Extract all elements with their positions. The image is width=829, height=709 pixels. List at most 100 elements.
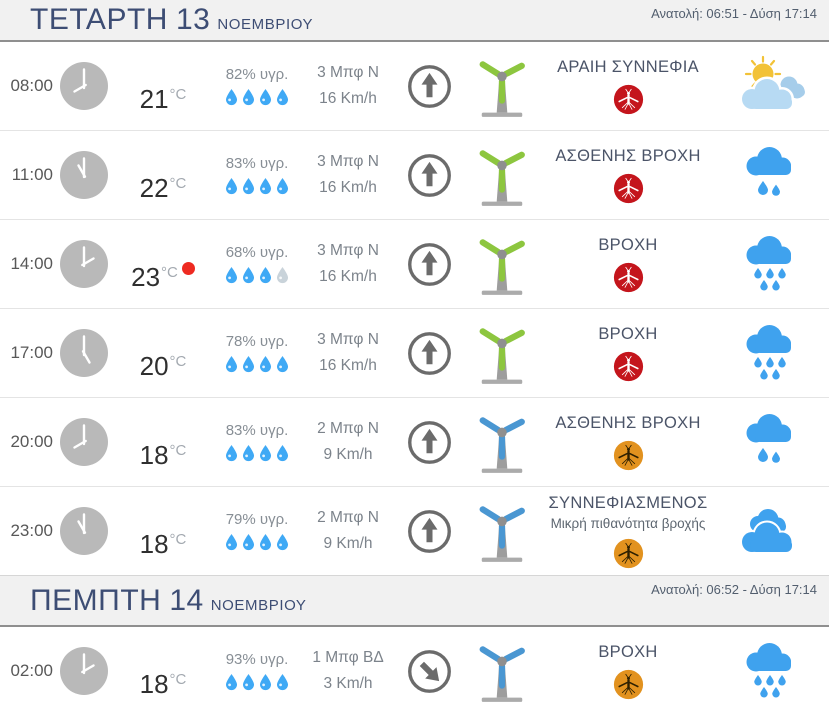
forecast-row: 23:00 18 °C 79% υγρ. 2 Μπφ N 9 Km/h ΣΥΝΝΕΦ… bbox=[0, 486, 829, 575]
wind-direction-icon bbox=[407, 153, 451, 197]
clock-icon bbox=[60, 62, 108, 110]
temperature-unit: °C bbox=[169, 353, 187, 370]
wind-turbine-icon bbox=[479, 417, 525, 473]
temperature-unit: °C bbox=[169, 442, 187, 459]
wind-label: 1 Μπφ ΒΔ 3 Km/h bbox=[298, 645, 398, 698]
wind-direction-icon bbox=[407, 649, 451, 693]
mosquito-icon bbox=[613, 173, 643, 203]
day-title: ΤΕΤΑΡΤΗ 13 ΝΟΕΜΒΡΙΟΥ bbox=[30, 3, 313, 37]
weather-icon bbox=[746, 236, 791, 291]
sunrise-sunset-label: Ανατολή: 06:52 - Δύση 17:14 bbox=[651, 582, 817, 597]
time-label: 08:00 bbox=[10, 76, 53, 95]
weather-icon bbox=[731, 54, 811, 118]
weather-description: ΑΡΑΙΗ ΣΥΝΝΕΦΙΑ bbox=[557, 57, 699, 76]
weather-icon bbox=[746, 414, 791, 463]
mosquito-icon bbox=[613, 351, 643, 381]
forecast-row: 20:00 18 °C 83% υγρ. 2 Μπφ N 9 Km/h ΑΣΘΕΝΗ… bbox=[0, 397, 829, 486]
wind-force: 2 Μπφ N bbox=[317, 508, 379, 526]
wind-force: 3 Μπφ N bbox=[317, 63, 379, 81]
wind-force: 2 Μπφ N bbox=[317, 419, 379, 437]
day-name: ΤΕΤΑΡΤΗ bbox=[30, 3, 168, 36]
clock-icon bbox=[60, 151, 108, 199]
wind-turbine-icon bbox=[479, 239, 525, 295]
clock-icon bbox=[60, 507, 108, 555]
wind-turbine-icon bbox=[479, 150, 525, 206]
humidity-label: 93% υγρ. bbox=[225, 651, 289, 668]
forecast-row: 14:00 23 °C 68% υγρ. 3 Μπφ N 16 Km/h ΒΡΟΧΗ bbox=[0, 219, 829, 308]
wind-force: 3 Μπφ N bbox=[317, 330, 379, 348]
day-number: 13 bbox=[175, 3, 211, 36]
weather-icon bbox=[739, 507, 794, 554]
wind-speed: 16 Km/h bbox=[319, 179, 377, 196]
time-label: 23:00 bbox=[10, 521, 53, 540]
weather-description: ΑΣΘΕΝΗΣ ΒΡΟΧΗ bbox=[555, 146, 701, 165]
humidity-drops-icon bbox=[224, 444, 290, 462]
temperature-unit: °C bbox=[169, 531, 187, 548]
wind-turbine-icon bbox=[479, 328, 525, 384]
clock-icon bbox=[60, 647, 108, 695]
wind-force: 1 Μπφ ΒΔ bbox=[312, 648, 384, 666]
day-name: ΠΕΜΠΤΗ bbox=[30, 583, 162, 617]
wind-turbine-icon bbox=[479, 506, 525, 562]
humidity-label: 68% υγρ. bbox=[225, 244, 289, 261]
forecast-row: 08:00 21 °C 82% υγρ. 3 Μπφ N 16 Km/h ΑΡΑΙΗ… bbox=[0, 42, 829, 130]
weather-icon bbox=[746, 147, 791, 196]
humidity-drops-icon bbox=[224, 177, 290, 195]
day-title: ΠΕΜΠΤΗ 14 ΝΟΕΜΒΡΙΟΥ bbox=[30, 584, 306, 618]
weather-description: ΒΡΟΧΗ bbox=[598, 235, 658, 254]
humidity-label: 83% υγρ. bbox=[225, 422, 289, 439]
temperature-unit: °C bbox=[169, 86, 187, 103]
temperature-value: 20 bbox=[139, 351, 169, 381]
sunrise-sunset-label: Ανατολή: 06:51 - Δύση 17:14 bbox=[651, 6, 817, 21]
temperature-unit: °C bbox=[161, 264, 178, 281]
max-temp-dot bbox=[181, 262, 195, 275]
time-label: 20:00 bbox=[10, 432, 53, 451]
wind-turbine-icon bbox=[479, 61, 525, 117]
weather-icon bbox=[746, 643, 791, 698]
weather-description: ΒΡΟΧΗ bbox=[598, 324, 658, 343]
humidity-label: 82% υγρ. bbox=[225, 66, 289, 83]
weather-icon bbox=[746, 325, 791, 380]
wind-label: 2 Μπφ N 9 Km/h bbox=[298, 505, 398, 558]
clock-icon bbox=[60, 418, 108, 466]
temperature-value: 18 bbox=[139, 669, 169, 699]
mosquito-icon bbox=[613, 538, 643, 568]
temperature-value: 21 bbox=[139, 84, 169, 114]
wind-direction-icon bbox=[407, 64, 451, 108]
day-month: ΝΟΕΜΒΡΙΟΥ bbox=[217, 16, 314, 33]
humidity-label: 79% υγρ. bbox=[225, 511, 289, 528]
mosquito-icon bbox=[613, 440, 643, 470]
humidity-label: 78% υγρ. bbox=[225, 333, 289, 350]
humidity-drops-icon bbox=[224, 533, 290, 551]
temperature-unit: °C bbox=[169, 671, 187, 688]
day-header: ΠΕΜΠΤΗ 14 ΝΟΕΜΒΡΙΟΥ Ανατολή: 06:52 - Δύσ… bbox=[0, 575, 829, 627]
forecast-row: 02:00 18 °C 93% υγρ. 1 Μπφ ΒΔ 3 Km/h ΒΡΟΧΗ bbox=[0, 627, 829, 709]
time-label: 17:00 bbox=[10, 343, 53, 362]
wind-speed: 16 Km/h bbox=[319, 357, 377, 374]
temperature-value: 22 bbox=[139, 173, 169, 203]
wind-label: 2 Μπφ N 9 Km/h bbox=[298, 416, 398, 469]
weather-description: ΒΡΟΧΗ bbox=[598, 642, 658, 661]
wind-force: 3 Μπφ N bbox=[317, 241, 379, 259]
wind-speed: 9 Km/h bbox=[323, 535, 373, 552]
wind-speed: 3 Km/h bbox=[323, 675, 373, 692]
wind-direction-icon bbox=[407, 509, 451, 553]
forecast-row: 17:00 20 °C 78% υγρ. 3 Μπφ N 16 Km/h ΒΡΟΧΗ bbox=[0, 308, 829, 397]
weather-description: ΣΥΝΝΕΦΙΑΣΜΕΝΟΣ bbox=[548, 493, 708, 512]
humidity-drops-icon bbox=[224, 266, 290, 284]
wind-direction-icon bbox=[407, 420, 451, 464]
humidity-drops-icon bbox=[224, 673, 290, 691]
wind-label: 3 Μπφ N 16 Km/h bbox=[298, 149, 398, 202]
temperature-value: 23 bbox=[131, 262, 161, 292]
humidity-label: 83% υγρ. bbox=[225, 155, 289, 172]
clock-icon bbox=[60, 240, 108, 288]
time-label: 11:00 bbox=[11, 165, 53, 184]
mosquito-icon bbox=[613, 262, 643, 292]
temperature-unit: °C bbox=[169, 175, 187, 192]
clock-icon bbox=[60, 329, 108, 377]
weather-subtext: Μικρή πιθανότητα βροχής bbox=[550, 515, 706, 531]
wind-speed: 9 Km/h bbox=[323, 446, 373, 463]
humidity-drops-icon bbox=[224, 88, 290, 106]
wind-speed: 16 Km/h bbox=[319, 268, 377, 285]
wind-force: 3 Μπφ N bbox=[317, 152, 379, 170]
